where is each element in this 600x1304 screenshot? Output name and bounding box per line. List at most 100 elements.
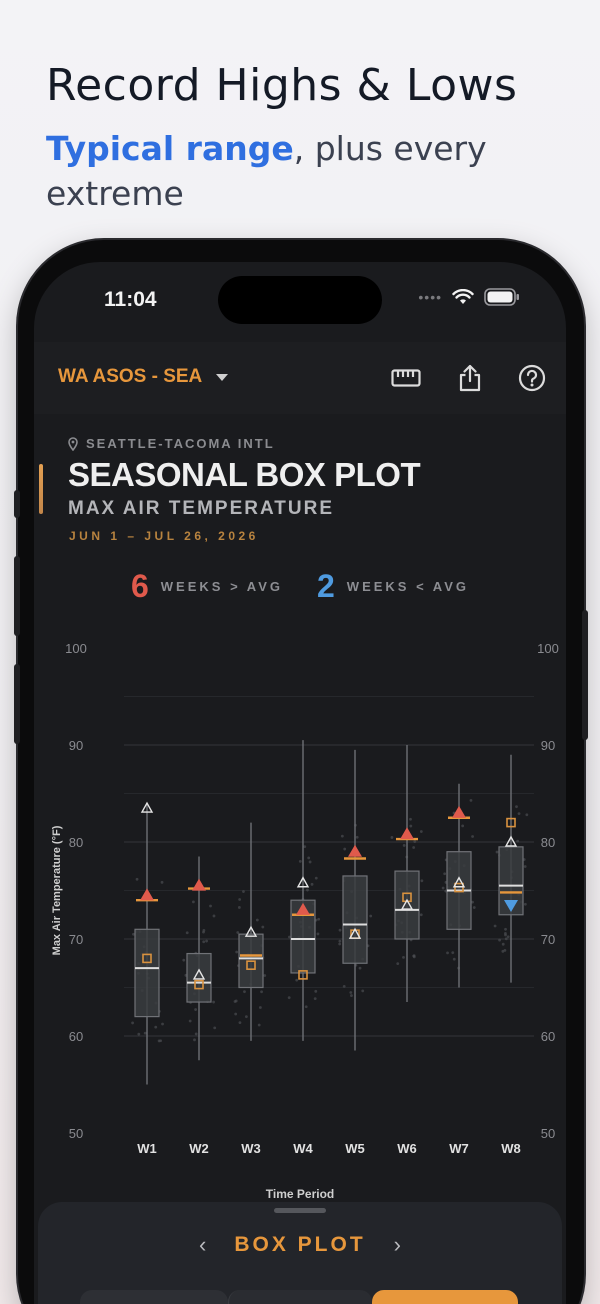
ruler-icon bbox=[391, 369, 421, 387]
above-avg-marker bbox=[400, 827, 414, 840]
data-point-dot bbox=[238, 898, 242, 901]
data-point-dot bbox=[132, 932, 135, 936]
data-point-dot bbox=[243, 990, 246, 994]
data-point-dot bbox=[338, 942, 342, 946]
x-tick-label: W4 bbox=[293, 1141, 313, 1156]
box bbox=[342, 875, 368, 964]
below-label: WEEKS < AVG bbox=[346, 578, 470, 594]
data-point-dot bbox=[193, 1038, 196, 1042]
above-avg-marker bbox=[140, 888, 154, 901]
data-point-dot bbox=[501, 949, 505, 953]
box bbox=[134, 928, 160, 1018]
open-triangle-marker bbox=[244, 925, 258, 937]
open-triangle-marker bbox=[140, 801, 154, 813]
data-point-dot bbox=[498, 938, 502, 942]
data-point-dot bbox=[451, 951, 455, 955]
help-button[interactable] bbox=[516, 362, 548, 394]
station-selector[interactable]: WA ASOS - SEA bbox=[58, 366, 229, 388]
data-point-dot bbox=[194, 1008, 197, 1011]
data-point-dot bbox=[409, 824, 413, 828]
y-tick-label-left: 100 bbox=[65, 641, 87, 656]
data-point-dot bbox=[525, 813, 529, 817]
summary-above: 6 WEEKS > AVG bbox=[131, 568, 283, 605]
data-point-dot bbox=[446, 951, 449, 955]
app-screen: 11:04 •••• WA ASOS - SEA bbox=[34, 262, 566, 1304]
bottom-sheet[interactable]: ‹ BOX PLOT › bbox=[38, 1202, 562, 1304]
data-point-dot bbox=[493, 924, 497, 928]
data-point-dot bbox=[209, 904, 212, 908]
data-point-dot bbox=[313, 997, 317, 1001]
data-point-dot bbox=[237, 906, 241, 909]
share-button[interactable] bbox=[454, 362, 486, 394]
y-tick-label-right: 100 bbox=[537, 641, 559, 656]
data-point-dot bbox=[131, 1021, 135, 1025]
data-point-dot bbox=[471, 900, 474, 904]
y-tick-label-left: 60 bbox=[69, 1029, 83, 1044]
next-chart-button[interactable]: › bbox=[393, 1232, 401, 1257]
data-point-dot bbox=[461, 824, 465, 828]
phone-side-button bbox=[582, 610, 588, 740]
data-point-dot bbox=[409, 817, 412, 821]
y-tick-label-left: 70 bbox=[69, 932, 83, 947]
data-point-dot bbox=[419, 830, 423, 833]
data-point-dot bbox=[506, 935, 510, 939]
data-point-dot bbox=[310, 882, 314, 886]
data-point-dot bbox=[143, 1031, 147, 1035]
prev-chart-button[interactable]: ‹ bbox=[199, 1232, 207, 1257]
data-point-dot bbox=[185, 931, 189, 935]
data-point-dot bbox=[523, 902, 527, 906]
data-point-dot bbox=[314, 989, 318, 993]
segment-tab-selected[interactable] bbox=[372, 1290, 518, 1304]
data-point-dot bbox=[515, 805, 518, 809]
y-tick-label-right: 50 bbox=[541, 1126, 555, 1141]
sheet-grabber[interactable] bbox=[274, 1208, 326, 1213]
segment-tab[interactable] bbox=[80, 1290, 228, 1304]
data-point-dot bbox=[202, 930, 205, 934]
share-icon bbox=[459, 364, 481, 392]
location-row: SEATTLE-TACOMA INTL bbox=[68, 436, 275, 451]
mean-square-marker bbox=[454, 882, 464, 893]
data-point-dot bbox=[419, 913, 423, 917]
y-tick-label-right: 80 bbox=[541, 835, 555, 850]
data-point-dot bbox=[159, 1039, 163, 1043]
data-point-dot bbox=[413, 840, 417, 843]
data-point-dot bbox=[235, 950, 239, 954]
data-point-dot bbox=[295, 978, 299, 982]
y-tick-label-right: 60 bbox=[541, 1029, 555, 1044]
data-point-dot bbox=[191, 900, 195, 904]
data-point-dot bbox=[452, 957, 456, 961]
data-point-dot bbox=[308, 860, 312, 864]
data-point-dot bbox=[516, 839, 520, 843]
status-icons: •••• bbox=[418, 288, 520, 306]
sheet-nav: ‹ BOX PLOT › bbox=[38, 1230, 562, 1260]
mean-square-marker bbox=[298, 970, 308, 980]
data-point-dot bbox=[182, 958, 186, 962]
mean-square-marker bbox=[194, 979, 204, 990]
data-point-dot bbox=[343, 847, 347, 851]
data-point-dot bbox=[288, 935, 291, 939]
app-header: WA ASOS - SEA bbox=[34, 342, 566, 414]
data-point-dot bbox=[340, 834, 344, 838]
x-tick-label: W3 bbox=[241, 1141, 261, 1156]
x-tick-label: W6 bbox=[397, 1141, 417, 1156]
x-tick-label: W5 bbox=[345, 1141, 365, 1156]
data-point-dot bbox=[212, 914, 216, 918]
data-point-dot bbox=[257, 1023, 261, 1027]
above-avg-marker bbox=[348, 844, 362, 857]
data-point-dot bbox=[355, 835, 359, 839]
segment-tab[interactable] bbox=[228, 1290, 372, 1304]
data-point-dot bbox=[316, 932, 320, 936]
ruler-button[interactable] bbox=[390, 362, 422, 394]
y-tick-label-left: 50 bbox=[69, 1126, 83, 1141]
data-point-dot bbox=[287, 996, 291, 1000]
data-point-dot bbox=[314, 876, 318, 880]
data-point-dot bbox=[504, 927, 507, 931]
data-point-dot bbox=[361, 989, 365, 993]
data-point-dot bbox=[504, 933, 507, 937]
open-triangle-marker bbox=[296, 876, 310, 888]
open-triangle-marker bbox=[400, 898, 414, 910]
data-point-dot bbox=[260, 990, 263, 994]
data-point-dot bbox=[523, 865, 527, 868]
below-avg-marker bbox=[504, 900, 518, 913]
help-icon bbox=[518, 364, 546, 392]
